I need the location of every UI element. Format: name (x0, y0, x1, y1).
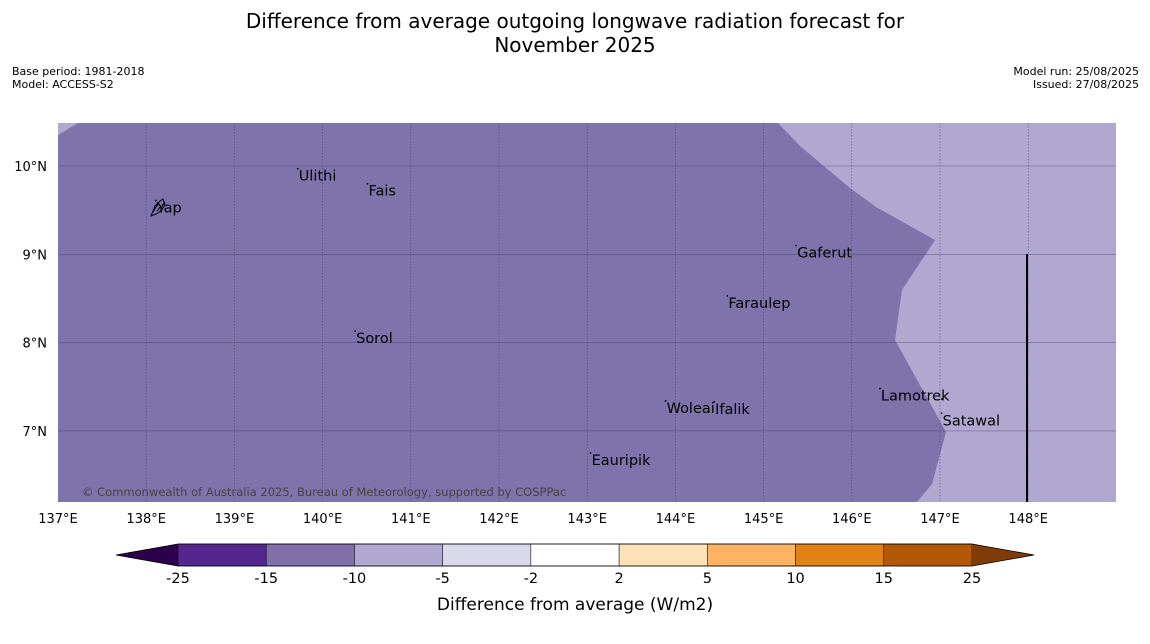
copyright-text: © Commonwealth of Australia 2025, Bureau… (82, 485, 566, 499)
place-label: Gaferut (797, 246, 852, 262)
map-title: Difference from average outgoing longwav… (0, 9, 1150, 57)
colorbar-outline (115, 543, 1035, 567)
colorbar-tick: -2 (524, 571, 538, 587)
place-marker (354, 330, 357, 333)
latitude-labels: 10°N 9°N 8°N 7°N (14, 160, 47, 440)
colorbar: -25 -15 -10 -5 -2 2 5 10 15 25 Difference from av… (115, 543, 1035, 615)
longitude-labels: 137°E 138°E 139°E 140°E 141°E 142°E 143°E 144°E… (38, 512, 1048, 527)
latitude-label: 7°N (23, 425, 48, 440)
longitude-label: 138°E (126, 512, 166, 527)
title-line-2: November 2025 (494, 33, 656, 57)
place-marker (366, 182, 369, 185)
colorbar-tick: 25 (963, 571, 981, 587)
colorbar-bin (177, 543, 267, 567)
place-marker (795, 244, 798, 247)
colorbar-under-arrow (116, 544, 178, 566)
colorbar-tick: -25 (166, 571, 190, 587)
place-marker (713, 400, 715, 403)
colorbar-tick: 2 (614, 571, 623, 587)
graticule (58, 123, 1116, 502)
longitude-label: 144°E (656, 512, 696, 527)
place-marker (726, 294, 729, 297)
colorbar-tick: 10 (786, 571, 804, 587)
colorbar-bin (795, 543, 885, 567)
islet-marker (941, 398, 943, 400)
colorbar-tick: -15 (254, 571, 278, 587)
colorbar-tick: -5 (435, 571, 449, 587)
colorbar-tick: 5 (703, 571, 712, 587)
colorbar-tick-labels: -25 -15 -10 -5 -2 2 5 10 15 25 (166, 571, 981, 587)
colorbar-tick: 15 (875, 571, 893, 587)
longitude-label: 139°E (215, 512, 255, 527)
latitude-label: 10°N (14, 160, 47, 175)
title-line-1: Difference from average outgoing longwav… (245, 9, 905, 33)
place-label: Yap (156, 201, 182, 217)
longitude-label: 142°E (479, 512, 519, 527)
place-label: Lamotrek (881, 389, 950, 405)
place-label: Ifalik (715, 402, 750, 418)
colorbar-bin (265, 543, 355, 567)
place-marker (296, 167, 299, 170)
field-anomaly-west (58, 123, 946, 502)
longitude-label: 148°E (1008, 512, 1048, 527)
map-area: Ulithi Fais Yap Gaferut Faraulep Sorol Lamotre… (58, 123, 1116, 502)
colorbar-bin (707, 543, 796, 567)
colorbar-bin (442, 543, 532, 567)
place-label: Eauripik (592, 453, 651, 469)
latitude-label: 8°N (23, 337, 48, 352)
place-marker (154, 199, 157, 202)
model-run: Model run: 25/08/2025 (1013, 65, 1139, 78)
colorbar-tick: -10 (343, 571, 367, 587)
longitude-label: 137°E (38, 512, 78, 527)
place-label: Sorol (356, 331, 393, 347)
longitude-label: 141°E (391, 512, 431, 527)
longitude-label: 143°E (567, 512, 607, 527)
issued-date: Issued: 27/08/2025 (1032, 78, 1139, 91)
place-label: Faraulep (728, 296, 790, 312)
longitude-label: 145°E (744, 512, 784, 527)
place-marker (940, 412, 943, 415)
place-label: Fais (368, 184, 395, 200)
colorbar-bin (530, 543, 620, 567)
colorbar-bin (618, 543, 708, 567)
colorbar-bin (354, 543, 443, 567)
base-period: Base period: 1981-2018 (12, 65, 145, 78)
colorbar-label: Difference from average (W/m2) (437, 595, 713, 615)
longitude-label: 146°E (832, 512, 872, 527)
place-label: Ulithi (299, 169, 337, 185)
place-label: Woleai (667, 401, 715, 417)
colorbar-bin (883, 543, 973, 567)
longitude-label: 147°E (920, 512, 960, 527)
place-marker (664, 400, 667, 402)
colorbar-over-arrow (972, 544, 1034, 566)
place-marker (589, 452, 592, 454)
place-marker (879, 387, 881, 390)
colorbar-bins (177, 543, 973, 567)
yap-island-outline (150, 198, 166, 217)
longitude-label: 140°E (303, 512, 343, 527)
meta-right: Model run: 25/08/2025 Issued: 27/08/2025 (1013, 65, 1139, 91)
meta-left: Base period: 1981-2018 Model: ACCESS-S2 (12, 65, 144, 91)
model-name: Model: ACCESS-S2 (12, 78, 114, 91)
latitude-label: 9°N (23, 248, 48, 263)
place-labels: Ulithi Fais Yap Gaferut Faraulep Sorol Lamotre… (154, 167, 1000, 469)
place-label: Satawal (943, 413, 1000, 429)
